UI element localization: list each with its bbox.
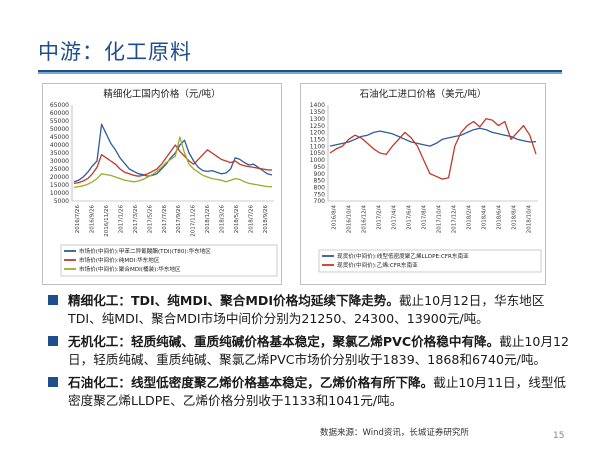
- y-tick-label: 10000: [50, 190, 69, 197]
- y-tick-label: 5000: [54, 198, 69, 205]
- x-tick-label: 2017/11/26: [191, 205, 197, 237]
- y-tick-label: 1400: [310, 102, 325, 109]
- series-line-2: [73, 144, 273, 185]
- y-tick-label: 950: [314, 164, 326, 171]
- legend-entry: 市场价(中间价):甲苯二异氰酸酯(TDI)(T80):华东地区: [79, 247, 211, 255]
- x-tick-label: 2017/12/4: [452, 205, 458, 234]
- bullet-body: 截止10月12日，轻质纯碱、重质纯碱、聚氯乙烯PVC市场价分别收于1839、18…: [68, 334, 570, 367]
- y-tick-label: 800: [314, 184, 326, 191]
- y-tick-label: 1000: [310, 157, 325, 164]
- y-tick-label: 15000: [50, 182, 69, 189]
- y-tick-label: 50000: [50, 126, 69, 133]
- x-tick-label: 2016/7/26: [75, 205, 81, 234]
- title-rule: [38, 70, 562, 74]
- y-tick-label: 1150: [310, 136, 325, 143]
- title-rule-light: [38, 72, 562, 74]
- x-tick-label: 2016/10/4: [347, 205, 353, 234]
- bullet-heading: 精细化工：TDI、纯MDI、聚合MDI价格均延续下降走势。: [68, 293, 399, 308]
- bullet-body: 截止10月11日，线型低密度聚乙烯LLDPE、乙烯价格分别收于1133和1041…: [68, 375, 567, 408]
- x-tick-label: 2017/5/26: [147, 205, 153, 234]
- x-tick-label: 2018/6/4: [497, 205, 503, 230]
- x-tick-label: 2018/4/4: [482, 205, 488, 230]
- y-tick-label: 35000: [50, 150, 69, 157]
- x-tick-label: 2018/5/26: [234, 205, 240, 234]
- y-tick-label: 700: [314, 198, 326, 205]
- y-tick-label: 25000: [50, 166, 69, 173]
- y-tick-label: 60000: [50, 110, 69, 117]
- x-tick-label: 2016/8/4: [332, 205, 338, 230]
- y-tick-label: 30000: [50, 158, 69, 165]
- x-tick-label: 2017/1/26: [119, 205, 125, 234]
- x-tick-label: 2017/2/4: [377, 205, 383, 230]
- bullet-petrochemicals: 石油化工：线型低密度聚乙烯价格基本稳定，乙烯价格有所下降。截止10月11日，线型…: [44, 374, 574, 409]
- legend-box: [60, 244, 278, 277]
- x-tick-label: 2018/10/4: [527, 205, 533, 234]
- y-tick-label: 20000: [50, 174, 69, 181]
- y-tick-label: 1300: [310, 116, 325, 123]
- x-tick-label: 2018/9/26: [263, 205, 269, 234]
- legend-entry: 现货价(中间价):乙烯:CFR东南亚: [337, 261, 418, 269]
- series-line-1: [73, 123, 273, 183]
- bullet-marker: [48, 295, 58, 305]
- x-tick-label: 2017/6/4: [407, 205, 413, 230]
- chart-title: 石油化工进口价格（美元/吨）: [360, 88, 487, 100]
- x-tick-label: 2017/8/4: [422, 205, 428, 230]
- chart-title: 精细化工国内价格（元/吨）: [103, 88, 220, 100]
- fine-chemicals-price-chart: 精细化工国内价格（元/吨） 500010000150002000025000300…: [42, 83, 282, 285]
- y-tick-label: 850: [314, 178, 326, 185]
- legend-entry: 市场价(中间价):纯MDI:华东地区: [79, 256, 160, 264]
- page-number: 15: [553, 431, 565, 441]
- data-source-note: 数据来源：Wind资讯，长城证券研究所: [320, 428, 469, 438]
- x-tick-label: 2017/4/4: [392, 205, 398, 230]
- slide-title: 中游：化工原料: [38, 40, 192, 64]
- x-tick-label: 2017/10/4: [437, 205, 443, 234]
- y-tick-label: 750: [314, 191, 326, 198]
- x-tick-label: 2017/3/26: [133, 205, 139, 234]
- x-tick-label: 2018/2/4: [467, 205, 473, 230]
- legend-box: [318, 249, 542, 273]
- y-tick-label: 900: [314, 171, 326, 178]
- series-line-2: [329, 118, 537, 180]
- x-tick-label: 2017/7/26: [162, 205, 168, 234]
- x-tick-label: 2016/12/4: [362, 205, 368, 234]
- x-tick-label: 2016/11/26: [104, 205, 110, 237]
- bullet-heading: 无机化工：轻质纯碱、重质纯碱价格基本稳定，聚氯乙烯PVC价格稳中有降。: [68, 334, 500, 349]
- legend-entry: 市场价(中间价):聚合MDI(桶装):华东地区: [79, 265, 181, 273]
- series-line-3: [73, 136, 273, 189]
- bullet-body: 截止10月12日，华东地区TDI、纯MDI、聚合MDI市场中间价分别为21250…: [68, 293, 545, 326]
- y-tick-label: 1100: [310, 143, 325, 150]
- y-tick-label: 1200: [310, 130, 325, 137]
- bullet-fine-chemicals: 精细化工：TDI、纯MDI、聚合MDI价格均延续下降走势。截止10月12日，华东…: [44, 292, 574, 327]
- bullet-list: 精细化工：TDI、纯MDI、聚合MDI价格均延续下降走势。截止10月12日，华东…: [44, 292, 574, 415]
- x-tick-label: 2018/3/26: [220, 205, 226, 234]
- legend-entry: 现货价(中间价):线型低密度聚乙烯LLDPE:CFR东南亚: [337, 252, 469, 260]
- y-tick-label: 45000: [50, 134, 69, 141]
- y-tick-label: 55000: [50, 118, 69, 125]
- x-tick-label: 2017/9/26: [176, 205, 182, 234]
- y-tick-label: 40000: [50, 142, 69, 149]
- title-rule-dark: [38, 70, 562, 72]
- series-line-1: [329, 127, 537, 147]
- chart-panel-petrochemicals: 石油化工进口价格（美元/吨） 700 750 800 850 900 950 1000 1050…: [300, 83, 546, 285]
- bullet-marker: [48, 377, 58, 387]
- y-tick-label: 1050: [310, 150, 325, 157]
- bullet-inorganic-chemicals: 无机化工：轻质纯碱、重质纯碱价格基本稳定，聚氯乙烯PVC价格稳中有降。截止10月…: [44, 333, 574, 368]
- x-tick-label: 2018/8/4: [512, 205, 518, 230]
- y-tick-label: 1350: [310, 109, 325, 116]
- y-tick-label: 1250: [310, 123, 325, 130]
- y-tick-label: 65000: [50, 102, 69, 109]
- x-tick-label: 2016/9/26: [90, 205, 96, 234]
- bullet-marker: [48, 336, 58, 346]
- chart-panel-fine-chemicals: 精细化工国内价格（元/吨） 5000 10000 15000 20000 25000 300…: [42, 83, 282, 285]
- x-tick-label: 2018/1/26: [205, 205, 211, 234]
- x-tick-label: 2018/7/26: [248, 205, 254, 234]
- petrochemical-import-price-chart: 石油化工进口价格（美元/吨） 70075080085090095010001050…: [300, 83, 546, 285]
- bullet-heading: 石油化工：线型低密度聚乙烯价格基本稳定，乙烯价格有所下降。: [68, 375, 434, 390]
